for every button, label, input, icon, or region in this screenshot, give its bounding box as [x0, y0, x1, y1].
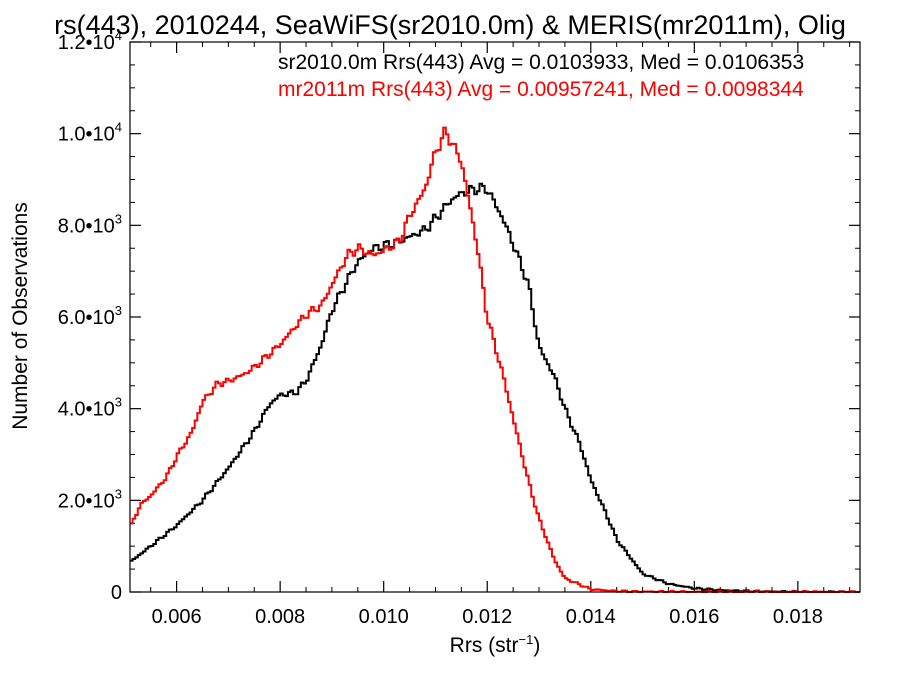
legend-entry-black: sr2010.0m Rrs(443) Avg = 0.0103933, Med …: [278, 51, 804, 74]
plot-frame: [129, 41, 861, 593]
y-axis: 0 2.0•103 4.0•103 6.0•103 8.0•103 1.0•104 1.2•…: [58, 28, 860, 604]
y-tick-label: 1.2•104: [58, 28, 122, 54]
x-tick-label: 0.016: [669, 606, 719, 628]
x-tick-label: 0.018: [773, 606, 823, 628]
x-axis-label: Rrs (str−1): [450, 632, 541, 657]
y-tick-label: 2.0•103: [58, 486, 122, 512]
y-tick-label: 4.0•103: [58, 395, 122, 421]
y-tick-label: 0: [111, 582, 122, 604]
x-tick-label: 0.008: [255, 606, 305, 628]
x-tick-label: 0.006: [152, 606, 202, 628]
plot-area: [130, 126, 860, 593]
x-axis: 0.006 0.008 0.010 0.012 0.014 0.016 0.018: [150, 42, 851, 628]
chart-title: rs(443), 2010244, SeaWiFS(sr2010.0m) & M…: [54, 10, 846, 40]
legend-entry-red: mr2011m Rrs(443) Avg = 0.00957241, Med =…: [278, 78, 804, 101]
x-tick-label: 0.012: [462, 606, 512, 628]
y-tick-label: 1.0•104: [58, 120, 122, 146]
y-axis-label: Number of Observations: [9, 202, 32, 430]
y-tick-label: 8.0•103: [58, 211, 122, 237]
series-line-black: [130, 182, 860, 593]
series-line-red: [130, 126, 860, 593]
x-tick-label: 0.010: [359, 606, 409, 628]
y-tick-label: 6.0•103: [58, 303, 122, 329]
x-tick-label: 0.014: [566, 606, 616, 628]
